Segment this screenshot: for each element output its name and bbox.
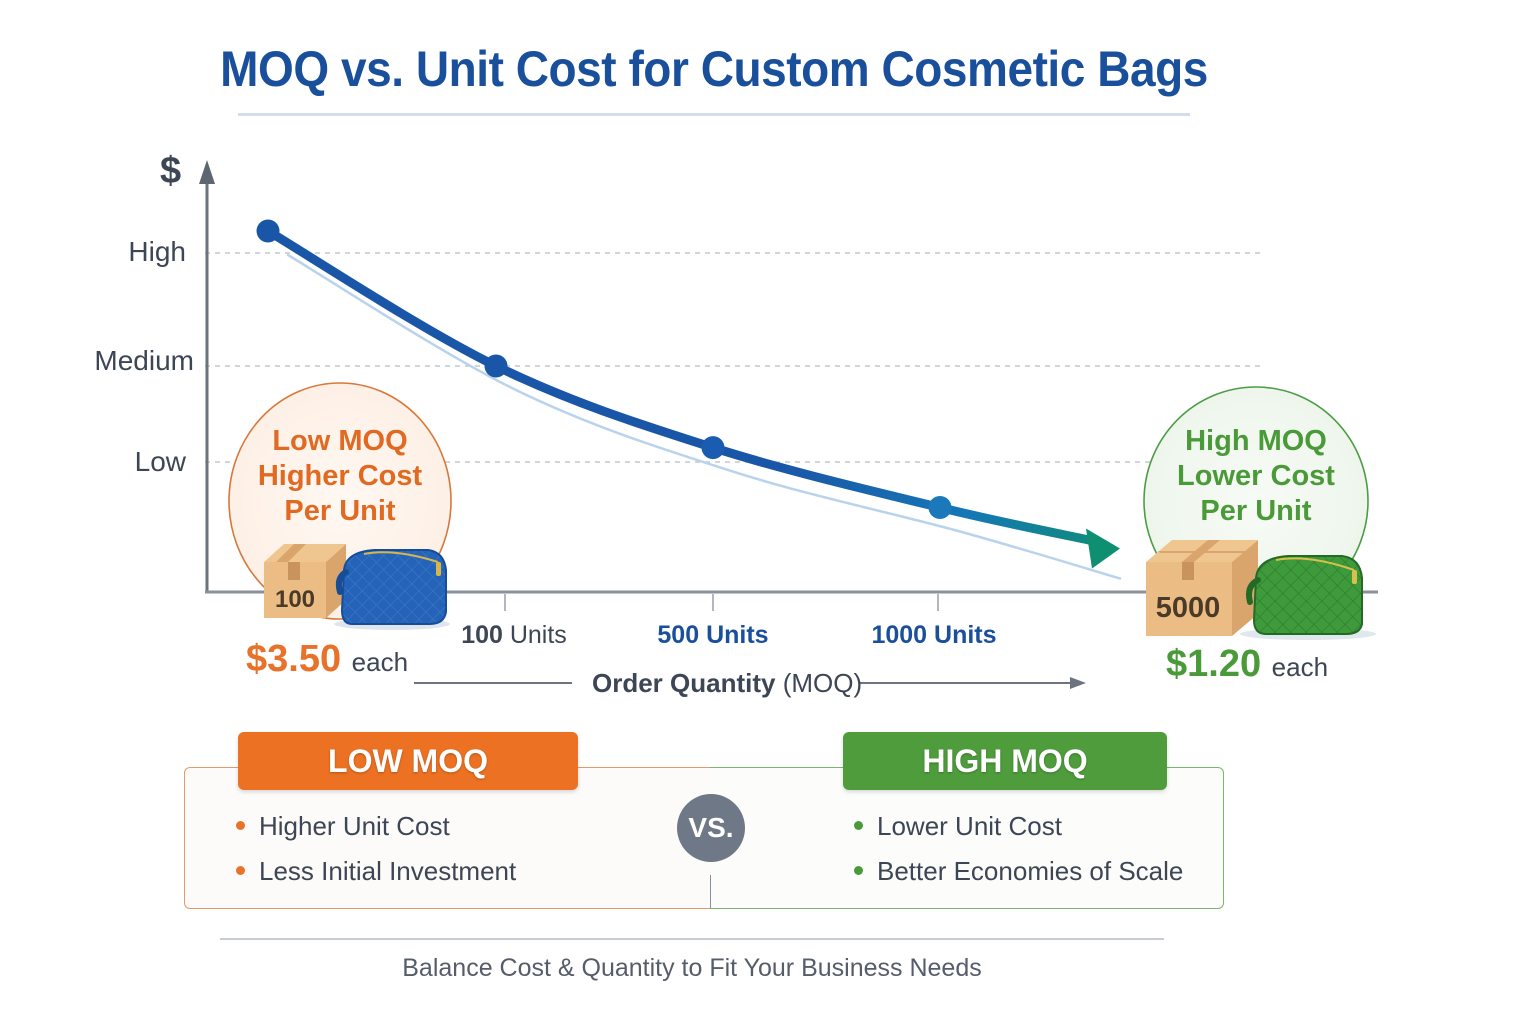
price-high-each: each <box>1271 652 1329 682</box>
low-bullet-1: Higher Unit Cost <box>236 811 450 842</box>
footer-tagline: Balance Cost & Quantity to Fit Your Busi… <box>402 954 982 982</box>
high-bullet-1-text: Lower Unit Cost <box>877 811 1062 841</box>
x-tick-unit: Units <box>699 621 769 649</box>
x-tick-unit: Units <box>502 621 567 649</box>
low-bubble-line-2: Higher Cost <box>257 460 423 492</box>
low-bullet-1-text: Higher Unit Cost <box>259 811 450 841</box>
low-moq-badge: LOW MOQ <box>238 732 578 790</box>
curve-shadow <box>286 253 1122 580</box>
x-tick-label-500: 500 Units <box>613 621 813 650</box>
x-tick-num: 1000 <box>871 621 928 649</box>
high-bubble-line-2: Lower Cost <box>1177 460 1335 492</box>
price-high: $1.20 each <box>1166 643 1328 686</box>
grid-lines <box>205 252 1262 463</box>
x-tick-label-1000: 1000 Units <box>834 621 1034 650</box>
curve-line <box>263 226 1101 546</box>
x-tick-num: 100 <box>461 621 503 649</box>
title-divider <box>238 113 1190 116</box>
cost-curve <box>256 219 1122 580</box>
bullet-dot-icon <box>854 865 863 875</box>
x-axis-title-main: Order Quantity <box>592 668 776 698</box>
bag-icon-high <box>1240 555 1376 640</box>
price-low: $3.50 each <box>246 638 408 681</box>
page-title: MOQ vs. Unit Cost for Custom Cosmetic Ba… <box>220 41 1208 97</box>
low-bullet-2-text: Less Initial Investment <box>259 856 517 886</box>
high-bubble-line-1: High MOQ <box>1185 425 1327 457</box>
high-bullet-2-text: Better Economies of Scale <box>877 856 1184 886</box>
high-moq-panel <box>710 767 1224 909</box>
footer-divider <box>220 938 1164 940</box>
y-tick-label-medium: Medium <box>94 345 194 376</box>
x-axis-title: Order Quantity (MOQ) <box>592 668 862 699</box>
x-axis-title-lines <box>414 677 1086 689</box>
data-point-3 <box>928 496 952 519</box>
x-ticks <box>504 594 939 611</box>
box-qty-low: 100 <box>274 586 316 613</box>
bag-icon-low <box>334 549 450 630</box>
data-point-2 <box>701 436 725 460</box>
x-tick-label-100: 100 Units <box>414 621 614 650</box>
box-icon-high <box>1146 540 1258 636</box>
data-point-1 <box>484 354 508 378</box>
low-bullet-2: Less Initial Investment <box>236 856 516 887</box>
price-low-value: $3.50 <box>246 638 342 680</box>
box-qty-high: 5000 <box>1155 592 1221 624</box>
data-point-0 <box>256 219 280 243</box>
y-axis-title: $ <box>160 150 182 192</box>
bullet-dot-icon <box>236 820 245 830</box>
high-bullet-1: Lower Unit Cost <box>854 811 1062 842</box>
y-tick-label-high: High <box>128 236 186 267</box>
price-high-value: $1.20 <box>1166 643 1262 685</box>
y-tick-label-low: Low <box>134 446 186 477</box>
y-axis-arrow-icon <box>199 160 215 184</box>
x-tick-unit: Units <box>927 621 997 649</box>
curve-arrow-icon <box>1086 528 1120 569</box>
box-icon-low <box>264 544 346 618</box>
low-bubble-text: Low MOQ Higher Cost Per Unit <box>240 424 440 529</box>
low-bubble-line-3: Per Unit <box>284 495 396 527</box>
high-moq-badge: HIGH MOQ <box>843 732 1167 790</box>
bullet-dot-icon <box>236 865 245 875</box>
price-low-each: each <box>351 647 409 677</box>
high-bubble-line-3: Per Unit <box>1200 495 1312 527</box>
high-bullet-2: Better Economies of Scale <box>854 856 1183 887</box>
bullet-dot-icon <box>854 820 863 830</box>
x-axis-title-suffix: (MOQ) <box>782 668 863 698</box>
panel-divider <box>710 875 711 908</box>
vs-badge: VS. <box>677 794 745 862</box>
x-tick-num: 500 <box>657 621 700 649</box>
low-moq-panel <box>184 767 711 909</box>
low-bubble-line-1: Low MOQ <box>272 425 408 457</box>
high-bubble-text: High MOQ Lower Cost Per Unit <box>1156 424 1356 529</box>
